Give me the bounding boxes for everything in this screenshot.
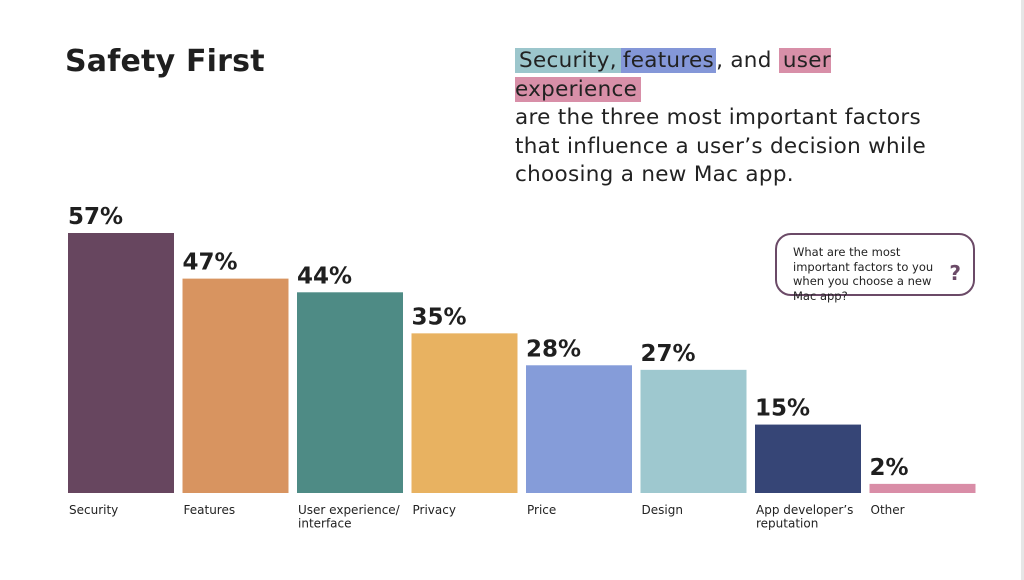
category-label-features: Features (184, 503, 236, 517)
category-label-line: App developer’s (756, 503, 853, 517)
bar-app-developer-s-reputation (755, 424, 861, 493)
value-label-app-developer-s-reputation: 15% (755, 396, 810, 422)
question-mark-icon: ? (949, 261, 961, 285)
category-label-line: Design (642, 503, 683, 517)
bar-privacy (411, 333, 518, 493)
value-label-privacy: 35% (412, 304, 467, 330)
bar-user-experience-interface (297, 292, 403, 493)
category-label-other: Other (871, 503, 905, 517)
category-label-user-experience-interface: User experience/interface (298, 503, 401, 531)
value-label-price: 28% (526, 336, 581, 362)
value-label-other: 2% (870, 455, 909, 481)
value-label-design: 27% (641, 341, 696, 367)
callout-question-text: What are the most important factors to y… (793, 245, 934, 303)
value-label-features: 47% (183, 250, 238, 276)
headline-connector: , and (716, 48, 772, 73)
value-labels-group: 57% 47% 44% 35% 28% 27% 15% 2% (68, 204, 909, 481)
bars-group (68, 233, 976, 493)
category-label-line: Price (527, 503, 556, 517)
bar-other (869, 483, 976, 493)
highlight-security: Security, (515, 48, 621, 73)
category-label-line: Features (184, 503, 236, 517)
value-label-user-experience-interface: 44% (297, 263, 352, 289)
category-label-privacy: Privacy (413, 503, 456, 517)
headline-rest: are the three most important factors tha… (515, 105, 927, 187)
category-label-design: Design (642, 503, 683, 517)
bar-design (640, 369, 747, 493)
question-callout: What are the most important factors to y… (775, 233, 975, 303)
category-label-line: User experience/ (298, 503, 401, 517)
category-label-line: reputation (756, 517, 818, 531)
headline-text: Security, features, and user experience ar… (515, 47, 935, 190)
highlight-features: features (620, 48, 717, 73)
bar-security (68, 233, 174, 493)
category-label-line: interface (298, 517, 352, 531)
category-label-line: Other (871, 503, 905, 517)
category-label-security: Security (69, 503, 118, 517)
category-label-app-developer-s-reputation: App developer’s reputation (756, 503, 853, 531)
category-label-line: Privacy (413, 503, 456, 517)
value-label-security: 57% (68, 204, 123, 230)
category-label-price: Price (527, 503, 556, 517)
bar-features (182, 278, 289, 493)
category-labels-group: Security Features User experience/interfac… (69, 503, 905, 531)
bar-price (526, 365, 632, 493)
chart-title: Safety First (65, 44, 265, 79)
category-label-line: Security (69, 503, 118, 517)
right-edge-divider (1021, 0, 1024, 580)
